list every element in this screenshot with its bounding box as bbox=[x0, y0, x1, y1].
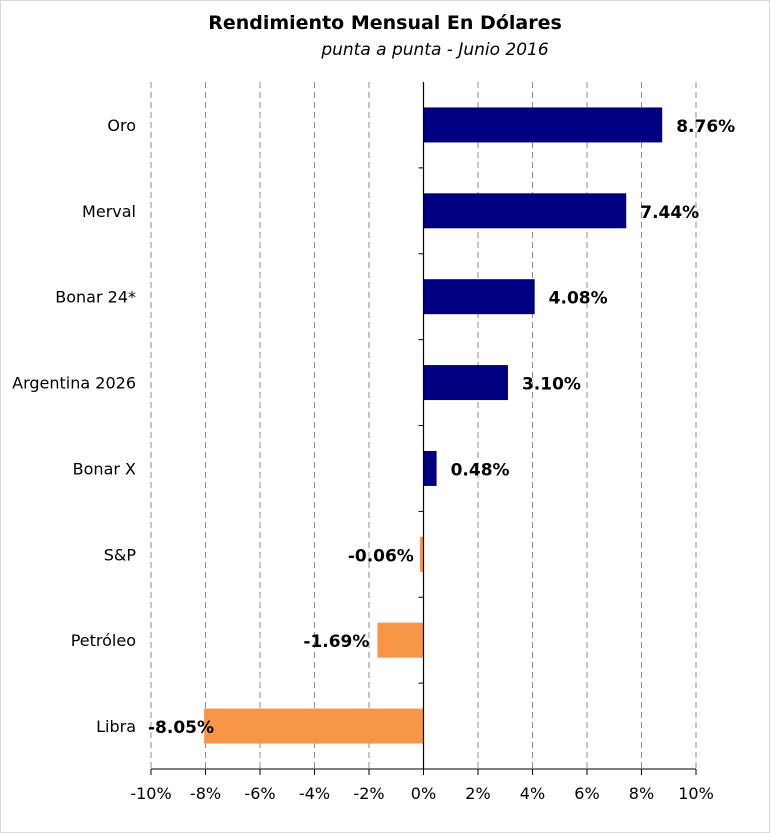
x-tick-label: -8% bbox=[190, 784, 221, 803]
bar bbox=[423, 365, 508, 401]
category-label: Bonar X bbox=[73, 459, 136, 478]
category-label: Bonar 24* bbox=[55, 288, 136, 307]
x-tick-label: 4% bbox=[520, 784, 545, 803]
category-label: Oro bbox=[107, 116, 136, 135]
data-label: -0.06% bbox=[348, 546, 414, 566]
data-label: 3.10% bbox=[522, 375, 581, 395]
data-label: -1.69% bbox=[303, 632, 369, 652]
x-tick-label: 8% bbox=[629, 784, 654, 803]
x-tick-label: 6% bbox=[574, 784, 599, 803]
category-label: S&P bbox=[104, 545, 137, 564]
category-label: Petróleo bbox=[71, 631, 136, 650]
x-tick-label: -2% bbox=[353, 784, 384, 803]
x-tick-label: 0% bbox=[411, 784, 436, 803]
category-label: Libra bbox=[96, 717, 136, 736]
x-tick-label: 2% bbox=[465, 784, 490, 803]
x-tick-label: -4% bbox=[299, 784, 330, 803]
bar bbox=[423, 107, 663, 143]
bar bbox=[423, 450, 437, 486]
x-tick-label: 10% bbox=[678, 784, 714, 803]
chart-subtitle: punta a punta - Junio 2016 bbox=[321, 40, 549, 60]
bar bbox=[377, 622, 424, 658]
category-label: Argentina 2026 bbox=[12, 374, 136, 393]
bar bbox=[423, 279, 535, 315]
data-label: 8.76% bbox=[676, 117, 735, 137]
x-tick-label: -6% bbox=[244, 784, 275, 803]
data-label: 7.44% bbox=[640, 203, 699, 223]
bar bbox=[420, 536, 424, 572]
data-label: 4.08% bbox=[549, 289, 608, 309]
data-label: 0.48% bbox=[451, 460, 510, 480]
data-label: -8.05% bbox=[148, 718, 214, 738]
bar bbox=[204, 708, 424, 744]
chart-title: Rendimiento Mensual En Dólares bbox=[208, 12, 562, 34]
category-label: Merval bbox=[82, 202, 136, 221]
x-tick-label: -10% bbox=[130, 784, 171, 803]
bar bbox=[423, 193, 627, 229]
